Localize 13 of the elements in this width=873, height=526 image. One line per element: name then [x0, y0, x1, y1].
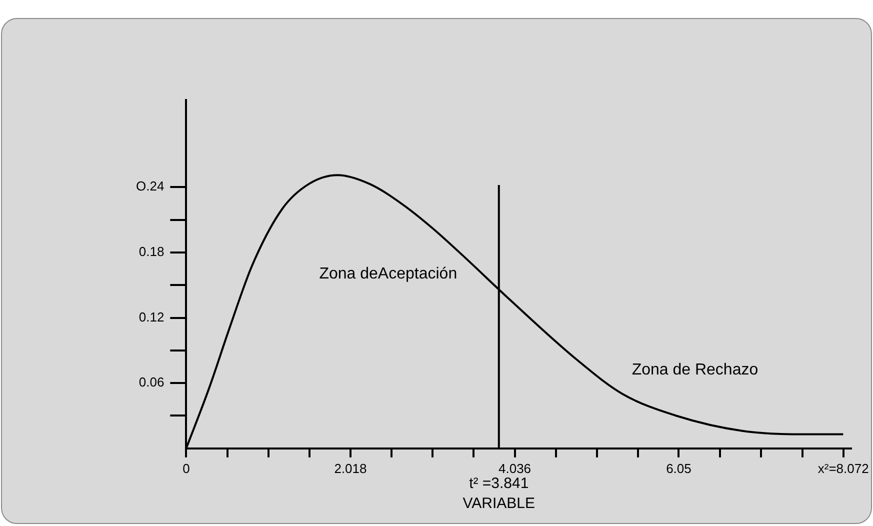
x-tick-label: x²=8.072	[818, 460, 869, 476]
x-tick-label: 4.036	[498, 460, 532, 476]
y-tick-label: O.24	[136, 178, 164, 194]
annotation: Zona deAceptación	[319, 266, 458, 283]
ref-line-label: t² =3.841	[469, 475, 529, 492]
y-tick-label: 0.12	[138, 309, 164, 324]
x-tick-label: 2.018	[334, 460, 367, 476]
annotation: Zona de Rechazo	[632, 361, 758, 378]
x-tick-label: 6.05	[666, 460, 692, 476]
y-tick-label: 0.06	[138, 374, 164, 390]
y-tick-label: 0.18	[138, 244, 164, 260]
x-tick-label: 0	[182, 460, 190, 476]
x-axis-title: VARIABLE	[462, 495, 536, 512]
